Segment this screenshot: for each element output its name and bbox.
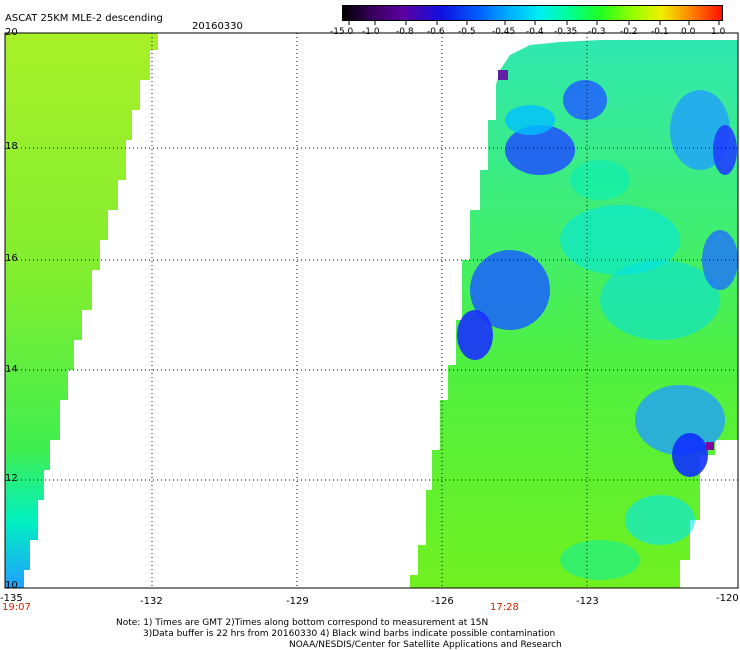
colorbar-label: -1.0 xyxy=(362,27,380,37)
lat-label: 16 xyxy=(5,253,18,264)
lat-label: 14 xyxy=(5,364,18,375)
plot-frame xyxy=(4,32,739,589)
colorbar-label: -0.35 xyxy=(554,27,578,37)
chart-date: 20160330 xyxy=(192,21,243,32)
chart-title: ASCAT 25KM MLE-2 descending xyxy=(5,13,163,24)
lat-label: 10 xyxy=(5,580,18,591)
note-line: Note: 1) Times are GMT 2)Times along bot… xyxy=(116,618,489,628)
lat-label: 18 xyxy=(5,141,18,152)
note-line: NOAA/NESDIS/Center for Satellite Applica… xyxy=(289,640,562,650)
time-label: 19:07 xyxy=(2,602,31,613)
colorbar-label: -0.6 xyxy=(427,27,445,37)
colorbar xyxy=(342,5,723,21)
lat-label: 20 xyxy=(5,27,18,38)
lon-label: -123 xyxy=(576,596,599,607)
colorbar-label: -0.45 xyxy=(492,27,516,37)
gridlines xyxy=(5,33,738,588)
lat-label: 12 xyxy=(5,473,18,484)
colorbar-label: 1.0 xyxy=(711,27,726,37)
colorbar-label: -15.0 xyxy=(330,27,354,37)
lon-label: -120 xyxy=(716,593,739,604)
lon-label: -126 xyxy=(431,596,454,607)
colorbar-label: -0.4 xyxy=(526,27,544,37)
colorbar-label: -0.3 xyxy=(588,27,606,37)
note-line: 3)Data buffer is 22 hrs from 20160330 4)… xyxy=(143,629,556,639)
left-swath xyxy=(5,33,158,588)
wind-anomalies xyxy=(457,70,738,580)
colorbar-label: -0.5 xyxy=(458,27,476,37)
colorbar-label: -0.1 xyxy=(651,27,669,37)
lon-label: -135 xyxy=(0,593,23,604)
right-swath xyxy=(410,40,738,588)
colorbar-label: -0.2 xyxy=(620,27,638,37)
colorbar-ticks xyxy=(348,21,720,25)
lon-label: -129 xyxy=(286,596,309,607)
time-label: 17:28 xyxy=(490,602,519,613)
colorbar-label: -0.8 xyxy=(396,27,414,37)
lon-label: -132 xyxy=(140,596,163,607)
colorbar-label: 0.0 xyxy=(681,27,696,37)
